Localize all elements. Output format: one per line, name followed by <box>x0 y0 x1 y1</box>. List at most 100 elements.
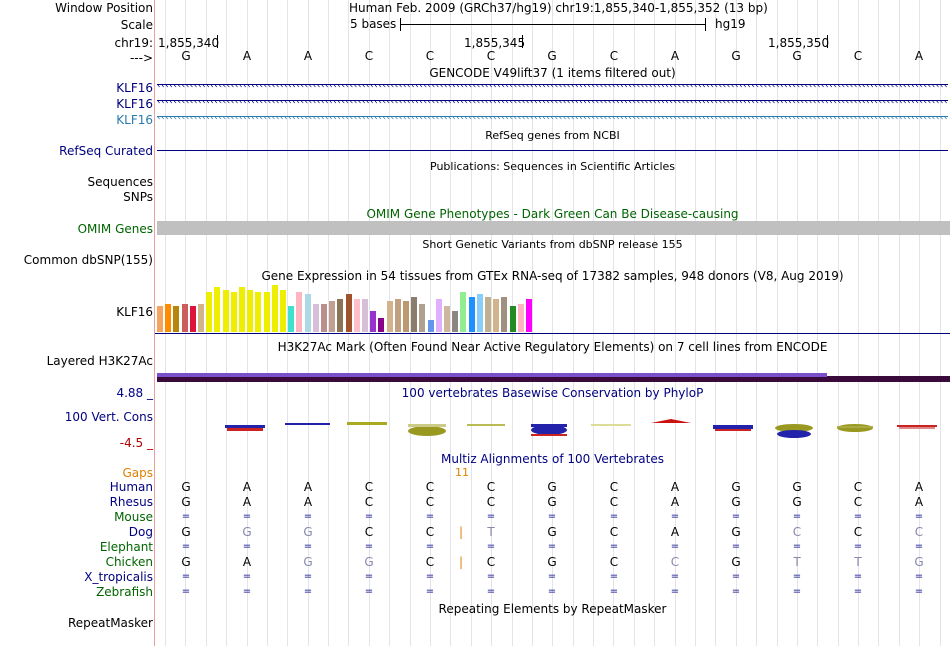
gtex-tissue-bar[interactable] <box>206 292 213 332</box>
logo-4 <box>408 424 446 436</box>
grid-line <box>715 0 716 646</box>
gtex-tissue-bar[interactable] <box>263 292 270 332</box>
gtex-tissue-bar[interactable] <box>353 299 360 332</box>
gtex-tissue-bar[interactable] <box>394 299 401 332</box>
gtex-tissue-bar[interactable] <box>485 297 491 332</box>
gtex-tissue-bar[interactable] <box>157 306 163 332</box>
gtex-tissue-bar[interactable] <box>509 306 516 332</box>
gtex-tissue-bar[interactable] <box>329 301 336 332</box>
phylop-label[interactable]: 100 Vert. Cons <box>64 410 153 424</box>
gencode-label-2[interactable]: KLF16 <box>116 97 153 111</box>
gencode-gene-1[interactable]: ‹‹‹‹‹‹‹‹‹‹‹‹‹‹‹‹‹‹‹‹‹‹‹‹‹‹‹‹‹‹‹‹‹‹‹‹‹‹‹‹… <box>157 84 948 90</box>
h3k27ac-label[interactable]: Layered H3K27Ac <box>46 354 153 368</box>
gtex-tissue-bar[interactable] <box>362 299 368 332</box>
gtex-tissue-bar[interactable] <box>214 287 221 332</box>
grid-line <box>634 0 635 646</box>
gtex-tissue-bar[interactable] <box>230 292 237 332</box>
omim-bar[interactable] <box>157 221 950 235</box>
dbsnp-label[interactable]: Common dbSNP(155) <box>23 253 153 267</box>
species-label[interactable]: Zebrafish <box>96 585 153 599</box>
gtex-tissue-bar[interactable] <box>280 290 286 332</box>
gtex-tissue-bar[interactable] <box>288 306 295 332</box>
species-label[interactable]: X_tropicalis <box>84 570 153 584</box>
gtex-tissue-bar[interactable] <box>173 306 180 332</box>
gtex-tissue-bar[interactable] <box>435 299 442 332</box>
dbsnp-title[interactable]: Short Genetic Variants from dbSNP releas… <box>422 238 683 251</box>
gtex-tissue-bar[interactable] <box>255 292 262 332</box>
alignment-base: A <box>303 480 313 494</box>
alignment-base: = <box>303 511 313 522</box>
species-label[interactable]: Human <box>109 480 153 494</box>
grid-line <box>491 0 492 646</box>
gtex-tissue-bar[interactable] <box>271 285 278 332</box>
h3k27ac-title[interactable]: H3K27Ac Mark (Often Found Near Active Re… <box>277 340 828 354</box>
gtex-tissue-bar[interactable] <box>304 294 311 332</box>
omim-label[interactable]: OMIM Genes <box>77 222 153 236</box>
gtex-tissue-bar[interactable] <box>419 304 426 332</box>
logo-11 <box>837 424 873 432</box>
gtex-tissue-bar[interactable] <box>411 297 418 332</box>
gtex-label[interactable]: KLF16 <box>116 305 153 319</box>
gtex-tissue-bar[interactable] <box>526 299 532 332</box>
gtex-tissue-bar[interactable] <box>312 304 319 332</box>
alignment-base: A <box>914 480 924 494</box>
refseq-gene-line[interactable] <box>157 150 948 151</box>
h3k27ac-signal-tail[interactable] <box>827 376 950 378</box>
repeatmasker-title[interactable]: Repeating Elements by RepeatMasker <box>438 602 667 616</box>
h3k27ac-signal-purple[interactable] <box>157 373 827 377</box>
grid-line <box>940 0 941 646</box>
species-label[interactable]: Chicken <box>105 555 153 569</box>
refseq-label[interactable]: RefSeq Curated <box>59 144 153 158</box>
species-label[interactable]: Mouse <box>114 510 153 524</box>
gtex-tissue-bar[interactable] <box>476 294 483 332</box>
repeatmasker-label[interactable]: RepeatMasker <box>67 616 153 630</box>
gencode-gene-3[interactable]: ‹‹‹‹‹‹‹‹‹‹‹‹‹‹‹‹‹‹‹‹‹‹‹‹‹‹‹‹‹‹‹‹‹‹‹‹‹‹‹‹… <box>157 116 948 122</box>
grid-line <box>838 0 839 646</box>
phylop-title[interactable]: 100 vertebrates Basewise Conservation by… <box>401 386 704 400</box>
gtex-tissue-bar[interactable] <box>378 318 385 332</box>
gtex-tissue-bar[interactable] <box>165 304 172 332</box>
gtex-tissue-bar[interactable] <box>337 299 344 332</box>
h3k27ac-signal-dark[interactable] <box>157 377 950 382</box>
gtex-tissue-bar[interactable] <box>345 294 352 332</box>
multiz-title[interactable]: Multiz Alignments of 100 Vertebrates <box>440 452 665 466</box>
species-label[interactable]: Rhesus <box>109 495 153 509</box>
alignment-base: = <box>792 586 802 597</box>
gtex-tissue-bar[interactable] <box>296 292 303 332</box>
gtex-tissue-bar[interactable] <box>386 301 393 332</box>
phylop-logos[interactable] <box>155 412 950 442</box>
gtex-tissue-bar[interactable] <box>181 304 188 332</box>
gtex-tissue-bar[interactable] <box>189 306 196 332</box>
gencode-label-3[interactable]: KLF16 <box>116 113 153 127</box>
species-label[interactable]: Elephant <box>99 540 153 554</box>
gencode-label-1[interactable]: KLF16 <box>116 81 153 95</box>
species-label[interactable]: Dog <box>128 525 153 539</box>
gtex-tissue-bar[interactable] <box>370 311 377 332</box>
refseq-title[interactable]: RefSeq genes from NCBI <box>485 129 620 142</box>
omim-title[interactable]: OMIM Gene Phenotypes - Dark Green Can Be… <box>366 207 739 221</box>
publications-snps-label[interactable]: SNPs <box>123 190 153 204</box>
alignment-base: = <box>853 586 863 597</box>
gtex-tissue-bar[interactable] <box>501 297 508 332</box>
gtex-tissue-bar[interactable] <box>517 304 524 332</box>
grid-line <box>410 0 411 646</box>
gencode-title[interactable]: GENCODE V49lift37 (1 items filtered out) <box>429 66 676 80</box>
gtex-tissue-bar[interactable] <box>493 299 500 332</box>
gtex-tissue-bar[interactable] <box>403 301 409 332</box>
gencode-gene-2[interactable]: ‹‹‹‹‹‹‹‹‹‹‹‹‹‹‹‹‹‹‹‹‹‹‹‹‹‹‹‹‹‹‹‹‹‹‹‹‹‹‹‹… <box>157 100 948 106</box>
gtex-tissue-bar[interactable] <box>247 290 254 332</box>
gtex-tissue-bar[interactable] <box>321 304 327 332</box>
gtex-tissue-bar[interactable] <box>452 311 459 332</box>
gtex-tissue-bar[interactable] <box>198 304 204 332</box>
gtex-tissue-bar[interactable] <box>427 320 434 332</box>
gtex-tissue-bar[interactable] <box>222 290 229 332</box>
gtex-bar-chart[interactable] <box>157 284 557 332</box>
gtex-tissue-bar[interactable] <box>239 287 245 332</box>
alignment-base: T <box>487 525 495 539</box>
gtex-tissue-bar[interactable] <box>468 297 475 332</box>
gtex-title[interactable]: Gene Expression in 54 tissues from GTEx … <box>261 269 844 283</box>
gtex-tissue-bar[interactable] <box>460 292 467 332</box>
publications-sequences-label[interactable]: Sequences <box>87 175 153 189</box>
publications-title[interactable]: Publications: Sequences in Scientific Ar… <box>430 160 675 173</box>
gtex-tissue-bar[interactable] <box>444 306 450 332</box>
